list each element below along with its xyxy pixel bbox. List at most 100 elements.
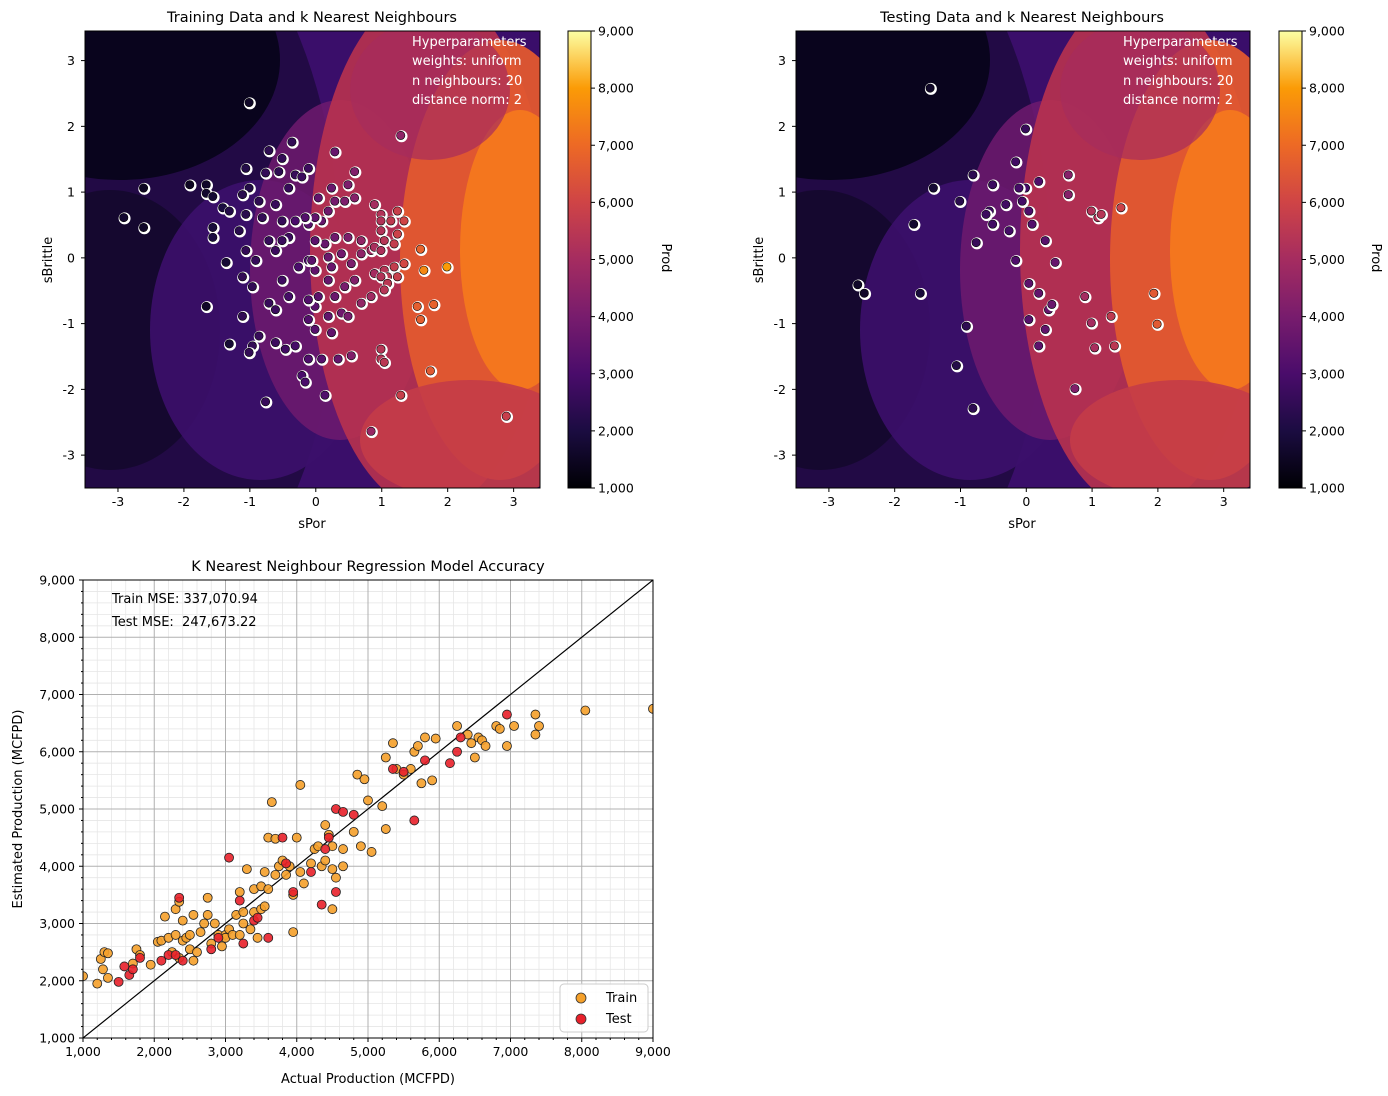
test-point — [388, 764, 398, 774]
sample-point — [340, 196, 350, 206]
train-point — [534, 721, 544, 731]
sample-point — [274, 167, 284, 177]
sample-point — [257, 213, 267, 223]
sample-point — [323, 252, 333, 262]
x-tick-label: 3 — [510, 494, 518, 509]
train-point — [363, 795, 373, 806]
y-tick-label: 2 — [67, 119, 75, 134]
test-point — [238, 938, 249, 949]
sample-point — [961, 321, 971, 331]
sample-point — [277, 153, 287, 163]
testing-colorbar-label: Prod — [1368, 244, 1383, 273]
colorbar-tick-label: 6,000 — [598, 195, 634, 210]
sample-point — [392, 206, 402, 216]
sample-point — [323, 311, 333, 321]
train-point — [298, 878, 309, 889]
sample-point — [244, 98, 254, 108]
train-point — [209, 918, 220, 929]
y-tick-label: -3 — [63, 448, 75, 463]
x-tick-label: 9,000 — [635, 1044, 671, 1059]
x-tick-label: -1 — [954, 494, 966, 509]
train-point — [380, 752, 391, 763]
test-point — [113, 976, 124, 987]
legend-test-label: Test — [605, 1012, 632, 1027]
sample-point — [376, 245, 386, 255]
sample-point — [369, 199, 379, 209]
sample-point — [237, 311, 247, 321]
train-point — [359, 774, 370, 785]
sample-point — [313, 292, 323, 302]
training-xlabel: sPor — [298, 517, 326, 532]
sample-point — [971, 238, 981, 248]
sample-point — [1014, 183, 1024, 193]
y-tick-label: -1 — [774, 316, 786, 331]
test-point — [452, 746, 462, 757]
train-point — [98, 964, 108, 975]
colorbar-tick-label: 4,000 — [598, 309, 634, 324]
accuracy-xlabel: Actual Production (MCFPD) — [281, 1072, 455, 1087]
x-tick-label: -2 — [888, 494, 900, 509]
x-tick-label: 3 — [1220, 494, 1228, 509]
sample-point — [343, 311, 353, 321]
testing-colorbar-ticks: 1,000 2,000 3,000 4,000 5,000 6,000 7,000 8,000… — [1302, 24, 1345, 496]
sample-point — [310, 236, 320, 246]
test-point — [206, 944, 217, 955]
sample-point — [1011, 157, 1021, 167]
train-point — [580, 705, 591, 716]
sample-point — [925, 83, 935, 93]
y-tick-label: 4,000 — [39, 859, 75, 874]
legend-train-label: Train — [605, 991, 637, 1006]
sample-point — [1017, 196, 1027, 206]
n-neighbours-text: n neighbours: 20 — [412, 74, 522, 89]
y-tick-label: -2 — [63, 382, 75, 397]
train-point — [412, 741, 423, 751]
x-tick-label: 5,000 — [350, 1044, 386, 1059]
sample-point — [208, 192, 218, 202]
sample-point — [247, 282, 257, 292]
sample-point — [988, 219, 998, 229]
train-point — [263, 884, 274, 895]
sample-point — [968, 170, 978, 180]
train-point — [192, 947, 202, 958]
y-tick-label: -1 — [63, 316, 75, 331]
distance-norm-text: distance norm: 2 — [412, 93, 522, 108]
legend-test-marker — [575, 1013, 587, 1025]
testing-title: Testing Data and k Nearest Neighbours — [879, 10, 1164, 26]
sample-point — [201, 301, 211, 311]
sample-point — [270, 199, 280, 209]
train-point — [306, 858, 316, 869]
sample-point — [425, 366, 435, 376]
sample-point — [1086, 206, 1096, 216]
sample-point — [1034, 341, 1044, 351]
train-point — [234, 930, 245, 940]
train-point — [420, 732, 430, 743]
train-point — [252, 932, 263, 943]
x-tick-label: 1,000 — [65, 1044, 101, 1059]
training-panel: Training Data and k Nearest Neighbours -… — [41, 10, 673, 532]
colorbar-tick-label: 8,000 — [1309, 81, 1345, 96]
sample-point — [313, 193, 323, 203]
sample-point — [350, 275, 360, 285]
sample-point — [392, 229, 402, 239]
train-point — [202, 910, 213, 920]
y-tick-label: 1 — [778, 185, 786, 200]
sample-point — [416, 315, 426, 325]
train-point — [338, 861, 348, 872]
test-point — [455, 732, 466, 743]
testing-hyperparameters: Hyperparameters weights: uniform n neigh… — [1123, 35, 1238, 108]
sample-point — [270, 305, 280, 315]
test-point — [320, 844, 331, 854]
train-point — [92, 978, 103, 989]
train-point — [270, 869, 281, 880]
sample-point — [287, 137, 297, 147]
sample-point — [284, 292, 294, 302]
train-point — [509, 721, 519, 731]
train-point — [177, 915, 188, 926]
sample-point — [386, 216, 396, 226]
sample-point — [915, 288, 925, 298]
sample-point — [1070, 384, 1080, 394]
sample-point — [330, 196, 340, 206]
sample-point — [264, 236, 274, 246]
train-point — [338, 844, 348, 854]
sample-point — [241, 163, 251, 173]
